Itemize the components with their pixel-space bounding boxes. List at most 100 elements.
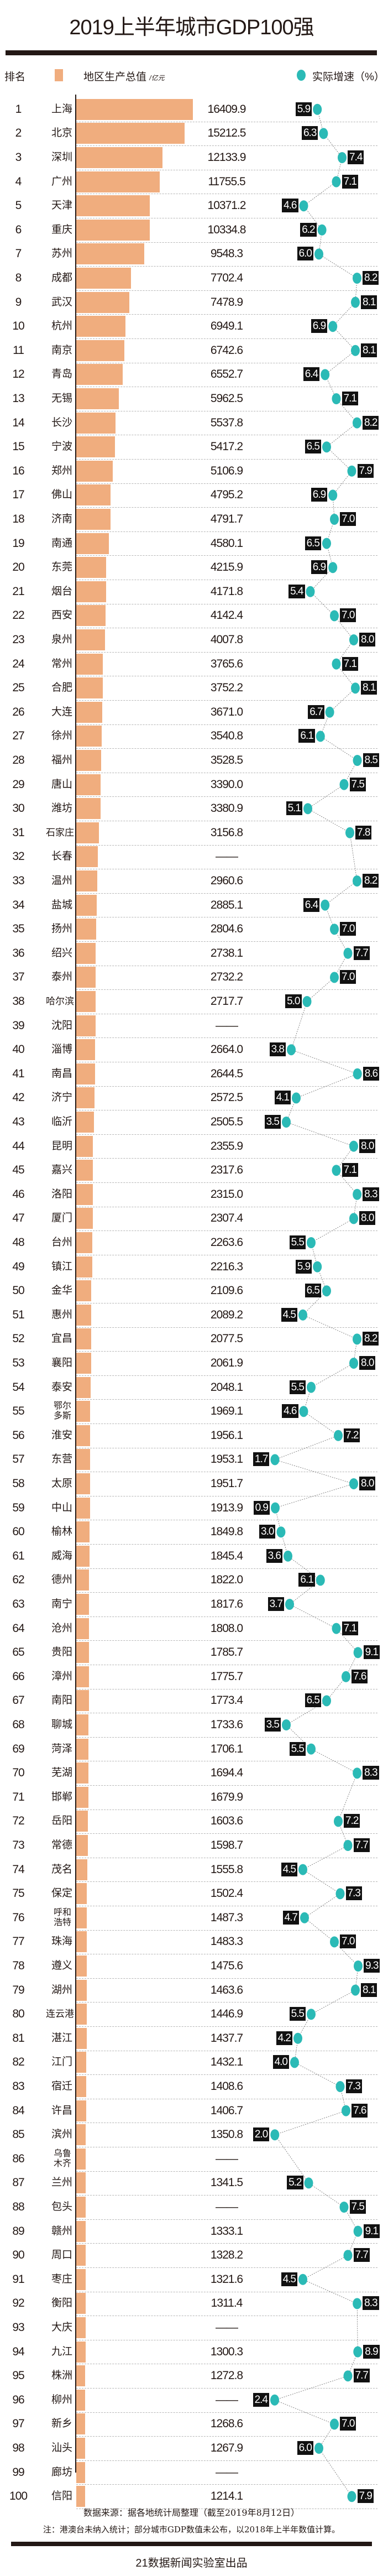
gdp-bar xyxy=(76,2269,86,2290)
growth-connector xyxy=(324,880,358,905)
rank-label: 70 xyxy=(12,1766,24,1780)
rank-label: 16 xyxy=(12,464,24,477)
source-note: 数据来源：据各地统计局整理（截至2019年8月12日） xyxy=(83,2507,300,2518)
city-label: 中山 xyxy=(51,1501,72,1514)
city-label: 漳州 xyxy=(51,1670,72,1682)
gdp-value: —— xyxy=(216,2465,238,2479)
rank-label: 100 xyxy=(9,2490,28,2503)
growth-dot xyxy=(276,1526,286,1538)
growth-connector xyxy=(307,784,344,809)
growth-dot xyxy=(353,417,361,429)
growth-dot xyxy=(354,1960,363,1972)
growth-connector xyxy=(324,350,356,375)
city-label: 株洲 xyxy=(51,2370,72,2382)
city-label: 烟台 xyxy=(51,585,72,597)
growth-connector xyxy=(286,1122,354,1146)
gdp-bar xyxy=(76,1979,87,2001)
growth-value-label: 7.2 xyxy=(344,1814,360,1828)
gdp-bar xyxy=(76,726,102,747)
city-label: 温州 xyxy=(51,875,72,887)
city-label: 鄂尔多斯 xyxy=(53,1401,71,1421)
row-separator xyxy=(76,555,377,556)
rank-label: 40 xyxy=(12,1043,24,1056)
city-label: 邯郸 xyxy=(51,1791,72,1803)
city-label: 岳阳 xyxy=(51,1815,72,1827)
gdp-value: 1603.6 xyxy=(210,1814,243,1828)
rank-label: 32 xyxy=(12,850,24,863)
growth-value-label: 6.1 xyxy=(298,1573,315,1587)
growth-value-label: 3.5 xyxy=(264,1718,281,1732)
growth-value-label: 6.7 xyxy=(308,705,324,719)
city-label: 连云港 xyxy=(46,2009,74,2020)
city-label: 天津 xyxy=(51,200,72,212)
growth-connector xyxy=(311,1218,354,1243)
row-separator xyxy=(76,338,377,339)
growth-dot xyxy=(351,1984,360,1996)
growth-value-label: 6.1 xyxy=(298,729,315,743)
growth-dot xyxy=(307,1743,316,1755)
rank-label: 77 xyxy=(12,1935,24,1948)
growth-value-label: 4.6 xyxy=(282,199,298,213)
city-label: 芜湖 xyxy=(51,1767,72,1779)
city-label: 沈阳 xyxy=(51,1019,72,1031)
rank-label: 79 xyxy=(12,1983,24,1996)
gdp-bar xyxy=(76,1786,88,1808)
growth-value-label: 7.1 xyxy=(342,174,358,189)
gdp-value: 1341.5 xyxy=(210,2176,243,2189)
city-label: 无锡 xyxy=(51,393,72,404)
growth-dot xyxy=(353,875,361,887)
growth-value-label: 2.4 xyxy=(253,2392,269,2407)
growth-dot xyxy=(307,1381,316,1393)
growth-dot xyxy=(349,1213,358,1224)
growth-value-label: 8.0 xyxy=(359,1211,376,1226)
row-separator xyxy=(76,1881,377,1883)
growth-value-label: 5.2 xyxy=(287,2176,303,2190)
growth-dot xyxy=(339,2202,349,2213)
gdp-value: 3380.9 xyxy=(210,802,243,815)
growth-connector xyxy=(334,616,354,640)
rank-label: 72 xyxy=(12,1814,24,1828)
title-divider xyxy=(6,50,377,55)
gdp-bar xyxy=(76,2293,86,2314)
growth-dot xyxy=(317,224,327,236)
rank-label: 39 xyxy=(12,1019,24,1032)
gdp-bar xyxy=(76,822,99,843)
growth-value-label: 3.5 xyxy=(264,1115,281,1129)
rank-label: 38 xyxy=(12,995,24,1008)
growth-value-label: 7.7 xyxy=(353,1838,370,1852)
growth-value-label: 8.1 xyxy=(361,681,377,695)
rank-label: 94 xyxy=(12,2345,24,2358)
gdp-bar xyxy=(76,1545,90,1567)
growth-dot xyxy=(302,996,312,1007)
growth-value-label: 7.7 xyxy=(353,2248,370,2262)
city-label: 襄阳 xyxy=(51,1357,72,1369)
growth-value-label: 8.3 xyxy=(363,2296,379,2311)
gdp-bar xyxy=(76,2124,86,2146)
gdp-value: 4795.2 xyxy=(210,488,243,502)
gdp-bar xyxy=(76,2317,86,2338)
rank-label: 50 xyxy=(12,1284,24,1297)
rank-label: 43 xyxy=(12,1115,24,1128)
gdp-bar xyxy=(76,2341,86,2363)
gdp-bar xyxy=(76,2197,86,2218)
gdp-bar xyxy=(76,1328,91,1350)
growth-value-label: 6.2 xyxy=(300,222,317,237)
gdp-bar xyxy=(76,798,101,820)
growth-value-label: 6.4 xyxy=(303,367,320,382)
growth-value-label: 4.5 xyxy=(281,1862,297,1876)
gdp-bar xyxy=(76,243,144,265)
growth-connector xyxy=(304,1893,340,1918)
rank-label: 12 xyxy=(12,368,24,381)
city-label: 石家庄 xyxy=(46,827,74,838)
growth-connector xyxy=(332,471,352,496)
gdp-bar xyxy=(76,701,103,723)
growth-dot xyxy=(285,1599,294,1610)
growth-legend-label: 实际增速（%） xyxy=(312,71,383,83)
growth-connector xyxy=(329,687,356,713)
gdp-value: 1951.7 xyxy=(210,1477,243,1490)
city-label: 菏泽 xyxy=(51,1743,72,1755)
gdp-bar xyxy=(76,629,105,650)
gdp-value: 10334.8 xyxy=(207,223,246,236)
growth-connector xyxy=(318,254,358,279)
gdp-bar xyxy=(76,1015,96,1036)
